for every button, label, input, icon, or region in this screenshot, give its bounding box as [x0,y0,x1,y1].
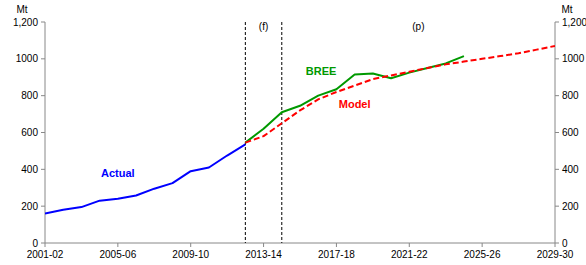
series-line [45,144,245,213]
y-tick [41,169,45,170]
y-axis-label: Mt [16,4,27,15]
x-axis [45,243,555,244]
y-tick [41,243,45,244]
y-tick-label: 400 [21,164,38,175]
x-tick [409,243,410,247]
y-tick-label-right: 800 [562,90,579,101]
period-label: (p) [412,21,424,32]
y-tick [41,95,45,96]
series-label: BREE [306,65,337,77]
x-tick [482,243,483,247]
y-tick-label: 0 [32,238,38,249]
y-tick-right [555,95,559,96]
y-tick-label-right: 600 [562,127,579,138]
x-tick-label: 2009-10 [172,249,209,260]
x-tick-label: 2017-18 [318,249,355,260]
x-tick-label: 2001-02 [27,249,64,260]
y-tick-label-right: 1,200 [562,17,586,28]
x-tick [336,243,337,247]
plot-area [45,46,555,214]
y-tick-right [555,132,559,133]
y-tick [41,206,45,207]
y-tick-label: 200 [21,201,38,212]
y-tick-label-right: 200 [562,201,579,212]
y-tick-right [555,22,559,23]
x-tick [45,243,46,247]
period-divider [281,22,282,243]
series-line [245,56,464,143]
series-line [245,46,555,143]
x-tick [555,243,556,247]
y-tick-label-right: 0 [562,238,568,249]
y-tick-right [555,206,559,207]
x-tick-label: 2025-26 [464,249,501,260]
y-axis-label-right: Mt [561,4,572,15]
y-tick-right [555,58,559,59]
x-tick-label: 2029-30 [537,249,574,260]
x-tick-label: 2013-14 [245,249,282,260]
y-tick-label: 600 [21,127,38,138]
y-tick-label-right: 1000 [562,53,585,64]
y-tick-label: 1000 [16,53,39,64]
x-tick-label: 2005-06 [100,249,137,260]
x-tick [190,243,191,247]
y-tick [41,22,45,23]
period-divider [245,22,246,243]
chart: 0 0 200 200 400 400 600 600 800 800 1000 1000 1,200 1… [0,0,586,265]
y-tick [41,58,45,59]
y-tick-label: 800 [21,90,38,101]
x-tick-label: 2021-22 [391,249,428,260]
period-label: (f) [259,21,268,32]
y-tick-right [555,169,559,170]
y-tick-label: 1,200 [13,17,38,28]
series-label: Model [339,98,371,110]
x-tick [117,243,118,247]
y-tick [41,132,45,133]
y-tick-label-right: 400 [562,164,579,175]
series-label: Actual [101,167,135,179]
x-tick [263,243,264,247]
y-tick-right [555,243,559,244]
